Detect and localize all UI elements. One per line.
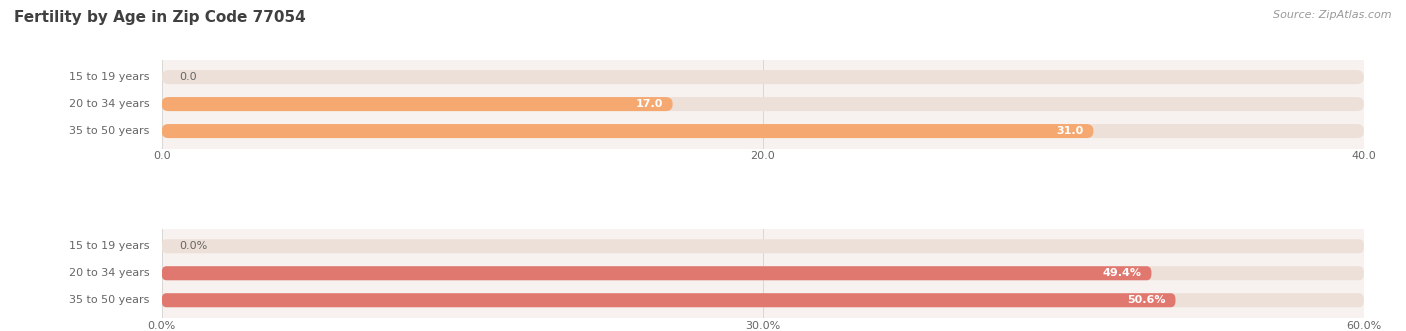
FancyBboxPatch shape [162,266,1152,280]
Text: 20 to 34 years: 20 to 34 years [69,268,149,278]
FancyBboxPatch shape [162,239,1364,253]
FancyBboxPatch shape [162,293,1175,307]
Text: 31.0: 31.0 [1056,126,1084,136]
Text: 50.6%: 50.6% [1128,295,1166,305]
Text: 15 to 19 years: 15 to 19 years [69,241,149,251]
Text: Source: ZipAtlas.com: Source: ZipAtlas.com [1274,10,1392,20]
FancyBboxPatch shape [162,293,1364,307]
Text: 49.4%: 49.4% [1102,268,1142,278]
FancyBboxPatch shape [162,97,672,111]
Text: 20 to 34 years: 20 to 34 years [69,99,149,109]
Text: Fertility by Age in Zip Code 77054: Fertility by Age in Zip Code 77054 [14,10,307,25]
FancyBboxPatch shape [162,97,1364,111]
FancyBboxPatch shape [162,70,1364,84]
Text: 17.0: 17.0 [636,99,664,109]
Text: 35 to 50 years: 35 to 50 years [69,126,149,136]
Text: 0.0%: 0.0% [180,241,208,251]
FancyBboxPatch shape [162,124,1364,138]
FancyBboxPatch shape [162,124,1094,138]
FancyBboxPatch shape [162,266,1364,280]
Text: 35 to 50 years: 35 to 50 years [69,295,149,305]
Text: 0.0: 0.0 [180,72,197,82]
Text: 15 to 19 years: 15 to 19 years [69,72,149,82]
